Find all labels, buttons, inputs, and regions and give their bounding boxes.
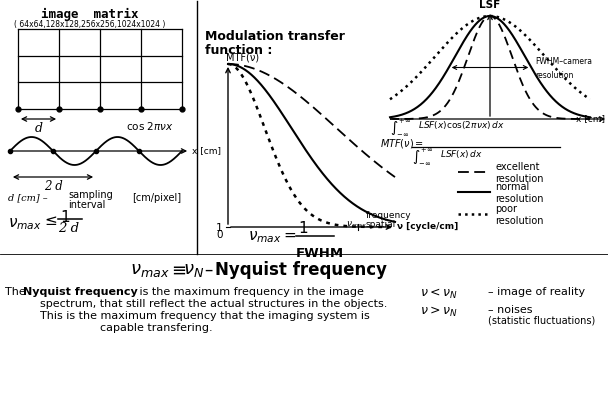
Text: 0: 0: [216, 229, 223, 239]
Text: $LSF(x)\,dx$: $LSF(x)\,dx$: [440, 148, 483, 160]
Text: 1: 1: [298, 221, 308, 236]
Text: Nyquist frequency: Nyquist frequency: [23, 286, 138, 296]
Text: (statistic fluctuations): (statistic fluctuations): [488, 315, 595, 325]
Text: 1: 1: [216, 223, 223, 233]
Text: $\equiv$: $\equiv$: [168, 260, 187, 278]
Text: 1: 1: [60, 209, 70, 225]
Text: Modulation transfer: Modulation transfer: [205, 30, 345, 43]
Text: $\nu_N$: $\nu_N$: [183, 260, 204, 278]
Text: spatial: spatial: [366, 219, 396, 229]
Text: $=$: $=$: [281, 226, 297, 241]
Text: $\nu_{max}$: $\nu_{max}$: [345, 219, 367, 230]
Text: d [cm] –: d [cm] –: [8, 192, 47, 201]
Text: interval: interval: [68, 200, 105, 209]
Text: $\nu_{max}$: $\nu_{max}$: [8, 215, 42, 231]
Text: x [cm]: x [cm]: [576, 114, 605, 123]
Text: $LSF(x)\cos(2\pi\nu x)\,dx$: $LSF(x)\cos(2\pi\nu x)\,dx$: [418, 119, 505, 131]
Text: $\cos\, 2\pi\nu x$: $\cos\, 2\pi\nu x$: [126, 120, 174, 132]
Text: $\nu < \nu_N$: $\nu < \nu_N$: [420, 286, 458, 300]
Text: $\leq$: $\leq$: [42, 213, 58, 227]
Text: $MTF(\nu)=$: $MTF(\nu)=$: [380, 136, 424, 149]
Text: capable transfering.: capable transfering.: [100, 322, 213, 332]
Text: sampling: sampling: [68, 190, 112, 200]
Text: Nyquist frequency: Nyquist frequency: [215, 260, 387, 278]
Text: 2 d: 2 d: [44, 180, 63, 192]
Text: This is the maximum frequency that the imaging system is: This is the maximum frequency that the i…: [40, 310, 370, 320]
Text: frequency: frequency: [366, 211, 412, 219]
Text: ( 64x64,128x128,256x256,1024x1024 ): ( 64x64,128x128,256x256,1024x1024 ): [15, 20, 166, 29]
Text: normal: normal: [495, 182, 529, 192]
Text: is the maximum frequency in the image: is the maximum frequency in the image: [136, 286, 364, 296]
Text: resolution: resolution: [495, 174, 544, 184]
Text: FWHM–camera: FWHM–camera: [535, 57, 592, 66]
Text: spectrum, that still reflect the actual structures in the objects.: spectrum, that still reflect the actual …: [40, 298, 387, 308]
Text: x [cm]: x [cm]: [192, 146, 221, 155]
Text: $\nu > \nu_N$: $\nu > \nu_N$: [420, 304, 458, 318]
Text: [cm/pixel]: [cm/pixel]: [132, 192, 181, 203]
Text: resolution: resolution: [495, 215, 544, 225]
Text: poor: poor: [495, 203, 517, 213]
Text: FWHM: FWHM: [296, 246, 344, 259]
Text: d: d: [35, 122, 43, 135]
Text: $\nu_{max}$: $\nu_{max}$: [248, 229, 282, 244]
Text: resolution: resolution: [535, 70, 573, 79]
Text: image  matrix: image matrix: [41, 8, 139, 21]
Text: MTF(ν): MTF(ν): [226, 52, 259, 62]
Text: LSF: LSF: [479, 0, 500, 10]
Text: 2 d: 2 d: [58, 221, 79, 235]
Text: $\int_{-\infty}^{+\infty}$: $\int_{-\infty}^{+\infty}$: [390, 117, 411, 138]
Text: – image of reality: – image of reality: [488, 286, 585, 296]
Text: excellent: excellent: [495, 162, 539, 172]
Text: $\nu_{max}$: $\nu_{max}$: [130, 260, 170, 278]
Text: The: The: [5, 286, 29, 296]
Text: –: –: [204, 260, 212, 278]
Text: – noises: – noises: [488, 304, 533, 314]
Text: ν [cycle/cm]: ν [cycle/cm]: [397, 222, 458, 231]
Text: resolution: resolution: [495, 194, 544, 203]
Text: function :: function :: [205, 44, 272, 57]
Text: $\int_{-\infty}^{+\infty}$: $\int_{-\infty}^{+\infty}$: [412, 146, 434, 167]
